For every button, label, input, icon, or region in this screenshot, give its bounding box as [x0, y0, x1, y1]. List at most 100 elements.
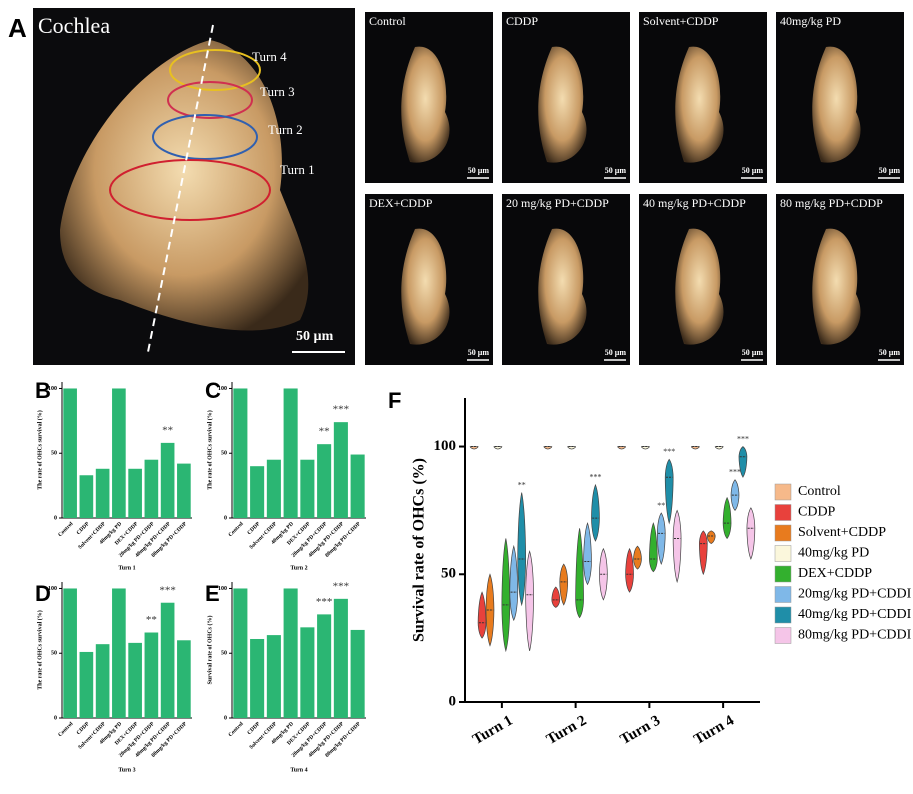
scale-label: 50 µm — [605, 166, 627, 175]
significance: *** — [159, 584, 176, 596]
panel-letter: A — [8, 13, 27, 43]
legend-swatch — [775, 505, 791, 521]
bar — [317, 614, 331, 718]
legend-label: 20mg/kg PD+CDDI — [798, 587, 912, 602]
legend-label: 80mg/kg PD+CDDI — [798, 628, 912, 643]
significance: *** — [333, 404, 350, 416]
y-tick-label: 100 — [434, 438, 457, 454]
turn-label: Turn 3 — [260, 84, 295, 99]
scale-label: 50 µm — [468, 166, 490, 175]
bar — [284, 388, 298, 518]
bar — [233, 388, 247, 518]
scale-label: 50 µm — [742, 348, 764, 357]
legend-swatch — [775, 484, 791, 500]
violin — [657, 513, 665, 564]
bar — [267, 460, 281, 518]
thumbnail-label: 40mg/kg PD — [780, 14, 841, 28]
significance: *** — [316, 596, 333, 608]
thumbnail-label: 80 mg/kg PD+CDDP — [780, 196, 883, 210]
violin — [649, 523, 657, 572]
turn-label: Turn 1 — [280, 162, 315, 177]
violin — [552, 587, 560, 607]
y-axis-title: The rate of OHCs survival (%) — [36, 610, 43, 690]
bar — [250, 466, 264, 518]
bar — [177, 640, 191, 718]
scale-label: 50 µm — [605, 348, 627, 357]
scale-label: 50 µm — [879, 348, 901, 357]
violin — [591, 485, 599, 541]
bar — [80, 652, 94, 718]
y-axis-title: The rate of OHCs survival (%) — [36, 410, 43, 490]
violin — [502, 539, 510, 651]
y-tick-label: 0 — [54, 715, 57, 721]
scale-label: 50 µm — [742, 166, 764, 175]
thumbnail-label: Solvent+CDDP — [643, 14, 719, 28]
violin — [576, 528, 584, 617]
y-tick-label: 50 — [221, 451, 227, 457]
violin — [478, 592, 486, 638]
panel-letter: B — [35, 378, 51, 403]
violin — [747, 508, 755, 559]
violin — [707, 531, 715, 544]
y-tick-label: 0 — [224, 715, 227, 721]
bar — [334, 599, 348, 718]
bar — [300, 627, 314, 718]
x-tick-label: Turn 1 — [470, 713, 515, 748]
x-axis-title: Turn 2 — [290, 565, 307, 571]
significance: ** — [162, 424, 173, 436]
bar — [161, 443, 175, 518]
significance: ** — [657, 501, 665, 510]
violin — [518, 493, 526, 605]
y-tick-label: 0 — [54, 515, 57, 521]
significance: ** — [146, 614, 157, 626]
y-tick-label: 0 — [224, 515, 227, 521]
y-tick-label: 50 — [51, 651, 57, 657]
photo-title: Cochlea — [38, 13, 110, 38]
x-tick-label: Turn 4 — [691, 712, 737, 748]
y-tick-label: 50 — [221, 651, 227, 657]
x-tick-label: CDDP — [246, 721, 261, 736]
panel-letter: F — [388, 388, 401, 413]
legend-label: 40mg/kg PD+CDDI — [798, 607, 912, 622]
bar — [267, 635, 281, 718]
bar — [161, 603, 175, 718]
x-tick-label: Turn 3 — [618, 713, 663, 748]
scale-label: 50 µm — [879, 166, 901, 175]
bar — [128, 469, 142, 518]
bar — [300, 460, 314, 518]
x-tick-label: Control — [57, 521, 74, 538]
figure: A Cochlea Turn 4 Turn 3 Turn 2 Turn 1 50… — [0, 0, 913, 789]
bar — [334, 422, 348, 518]
significance: *** — [589, 473, 601, 482]
legend-swatch — [775, 525, 791, 541]
legend-swatch — [775, 546, 791, 562]
significance: *** — [663, 447, 675, 456]
y-tick-label: 50 — [51, 451, 57, 457]
thumbnail-label: Control — [369, 14, 406, 28]
significance: *** — [333, 580, 350, 592]
y-tick-label: 0 — [449, 693, 457, 709]
legend-label: DEX+CDDP — [798, 566, 872, 581]
thumbnail-label: 20 mg/kg PD+CDDP — [506, 196, 609, 210]
legend-label: Control — [798, 484, 841, 499]
thumbnail-label: DEX+CDDP — [369, 196, 433, 210]
violin — [510, 546, 518, 620]
bar — [63, 588, 77, 718]
bar — [145, 460, 159, 518]
bar — [128, 643, 142, 718]
legend-swatch — [775, 566, 791, 582]
bar — [317, 444, 331, 518]
bar — [63, 388, 77, 518]
scale-label: 50 µm — [296, 329, 334, 344]
turn-label: Turn 4 — [252, 49, 287, 64]
x-tick-label: Control — [228, 721, 245, 738]
legend-swatch — [775, 587, 791, 603]
violin — [526, 551, 534, 651]
bar — [96, 469, 110, 518]
bar — [145, 633, 159, 718]
significance: *** — [737, 434, 749, 443]
significance: *** — [729, 468, 741, 477]
violin — [665, 459, 673, 523]
significance: ** — [319, 426, 330, 438]
legend-swatch — [775, 628, 791, 644]
